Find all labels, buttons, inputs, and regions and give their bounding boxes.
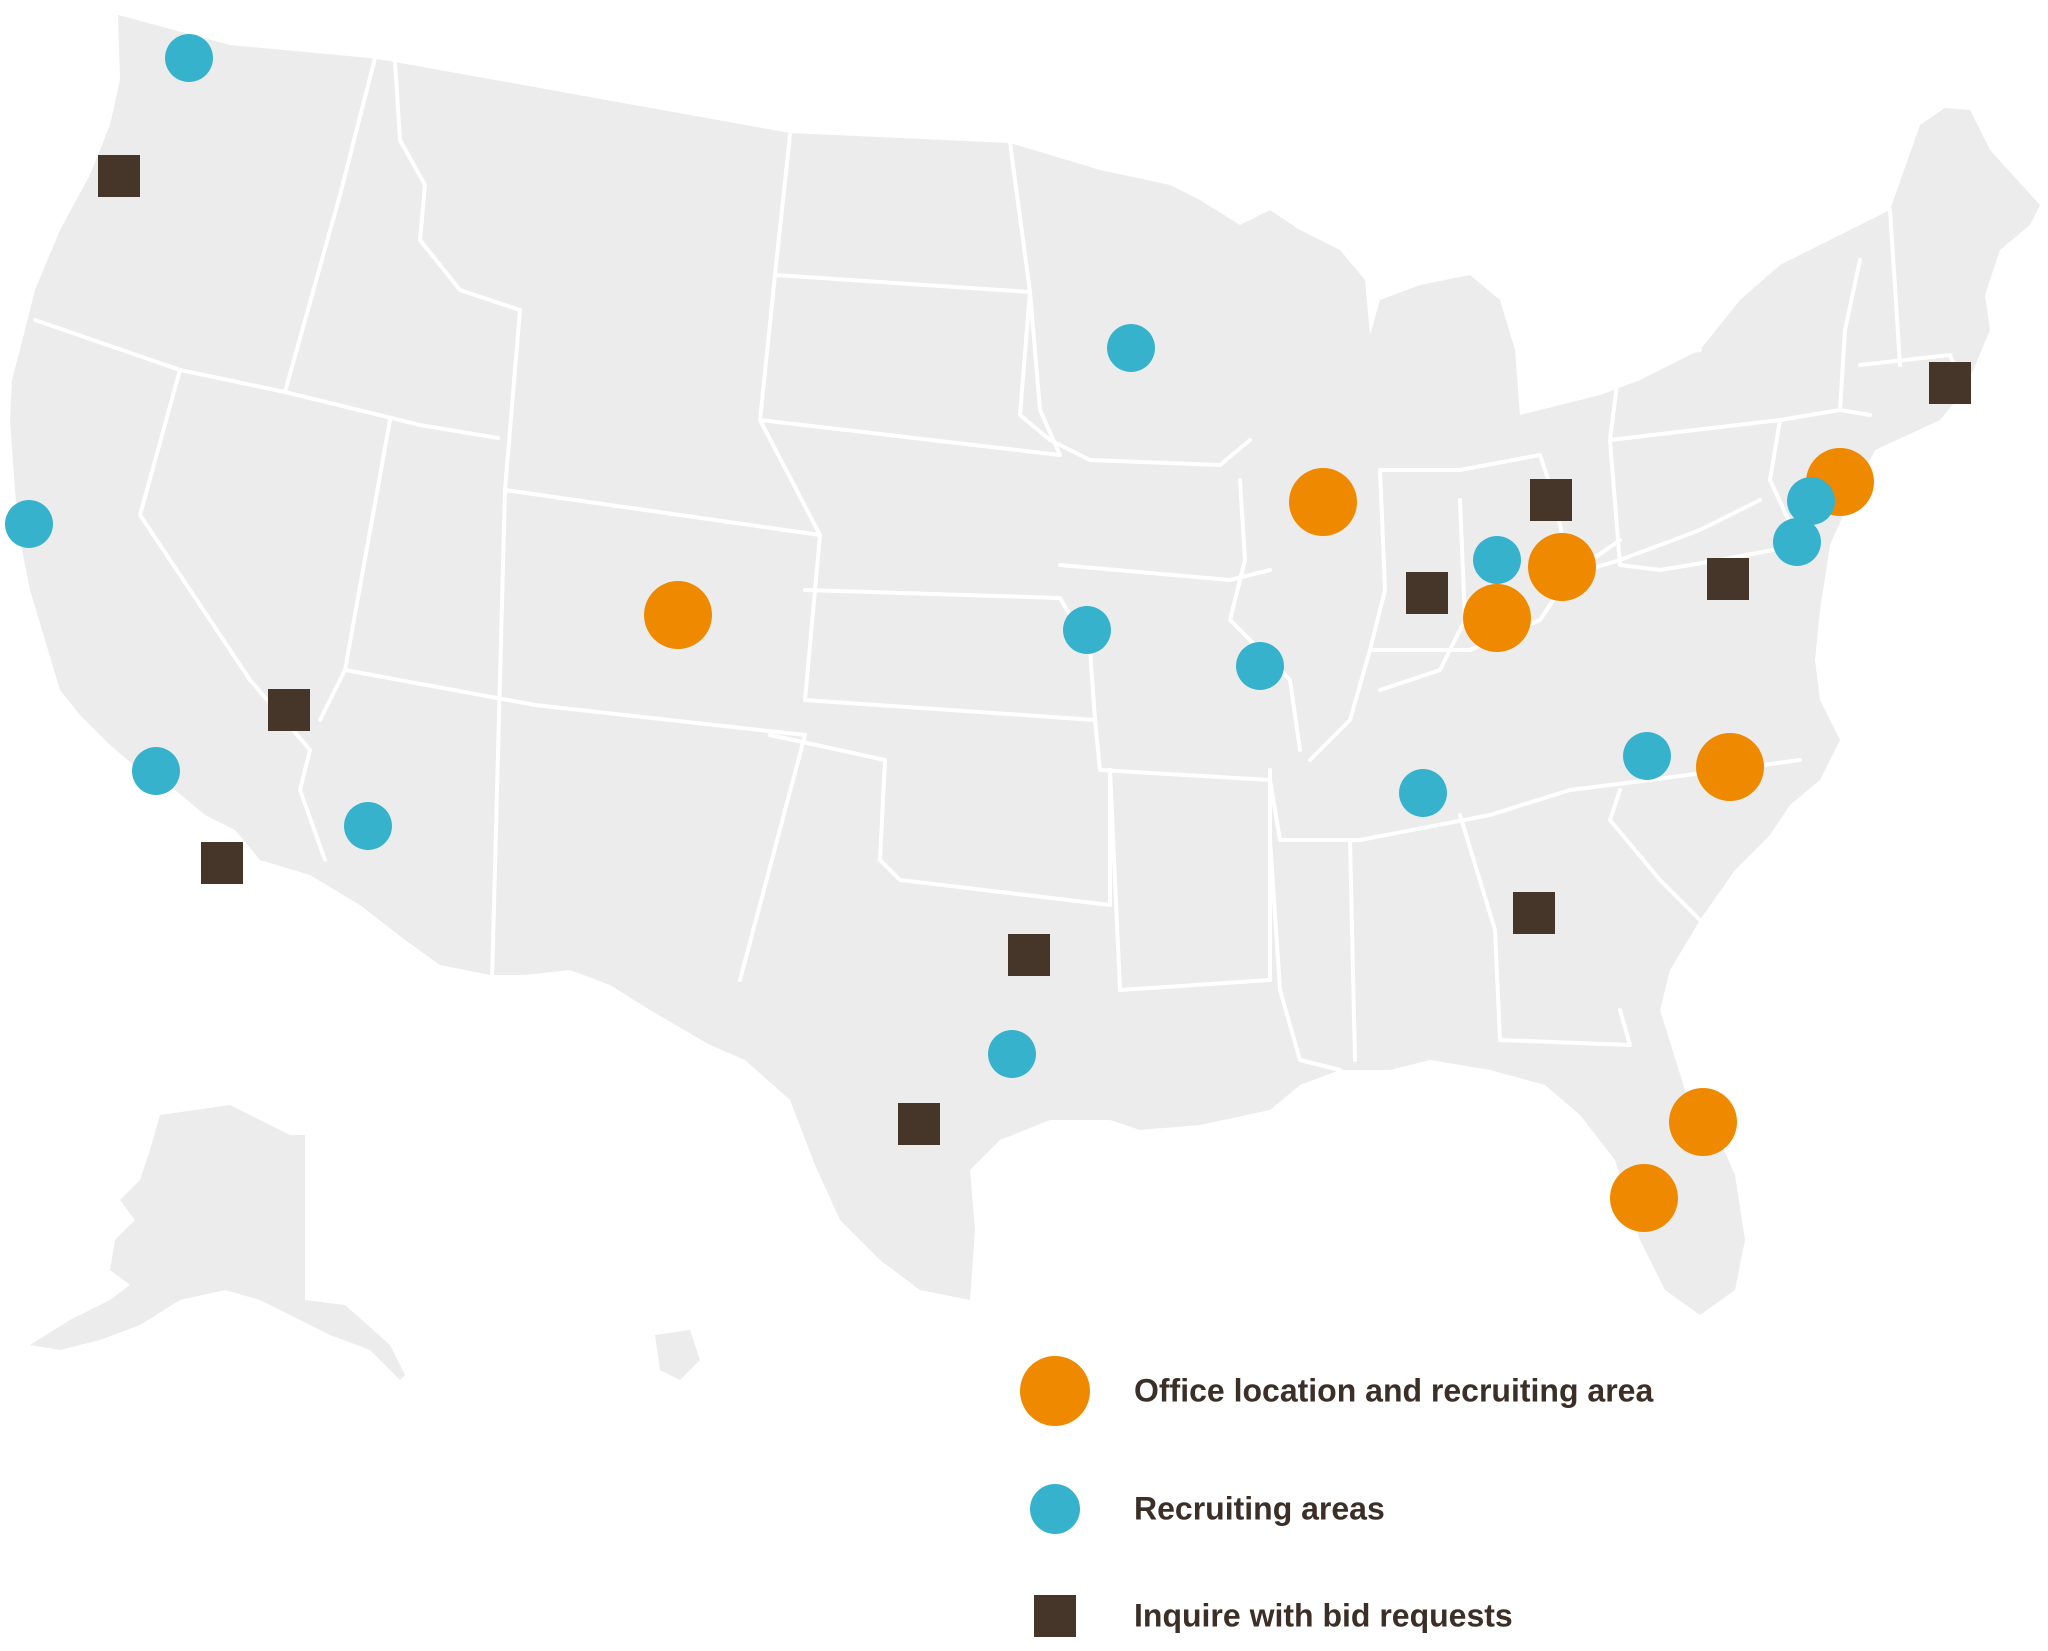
land-layer (10, 15, 2040, 1380)
office-marker[interactable] (1610, 1164, 1678, 1232)
legend-label-recruiting: Recruiting areas (1134, 1490, 1385, 1527)
recruiting-marker[interactable] (1399, 769, 1447, 817)
orange-circle-icon (1020, 1356, 1090, 1426)
office-marker[interactable] (1289, 468, 1357, 536)
alaska-land (30, 1105, 405, 1380)
recruiting-marker[interactable] (132, 747, 180, 795)
recruiting-marker[interactable] (1107, 324, 1155, 372)
legend-label-inquire: Inquire with bid requests (1134, 1597, 1513, 1634)
alaska-island (655, 1330, 700, 1380)
recruiting-marker[interactable] (165, 34, 213, 82)
recruiting-marker[interactable] (1773, 518, 1821, 566)
recruiting-marker[interactable] (344, 802, 392, 850)
inquire-marker[interactable] (1707, 558, 1749, 600)
legend-inquire-swatch (1034, 1595, 1076, 1637)
legend-item-recruiting: Recruiting areas (1020, 1474, 1780, 1544)
inquire-marker[interactable] (268, 689, 310, 731)
office-marker[interactable] (644, 581, 712, 649)
recruiting-marker[interactable] (1473, 536, 1521, 584)
legend-label-office: Office location and recruiting area (1134, 1372, 1654, 1409)
recruiting-marker[interactable] (5, 500, 53, 548)
recruiting-marker[interactable] (1063, 606, 1111, 654)
legend-item-office: Office location and recruiting area (1020, 1356, 1780, 1426)
office-marker[interactable] (1528, 533, 1596, 601)
teal-circle-icon (1030, 1484, 1080, 1534)
recruiting-marker[interactable] (1787, 477, 1835, 525)
inquire-marker[interactable] (1406, 572, 1448, 614)
legend-recruiting-swatch (1030, 1484, 1080, 1534)
office-marker[interactable] (1696, 733, 1764, 801)
office-marker[interactable] (1463, 584, 1531, 652)
markers-layer (5, 34, 1971, 1232)
office-marker[interactable] (1669, 1088, 1737, 1156)
inquire-marker[interactable] (98, 155, 140, 197)
brown-square-icon (1034, 1595, 1076, 1637)
legend-item-inquire: Inquire with bid requests (1020, 1581, 1780, 1651)
inquire-marker[interactable] (1530, 479, 1572, 521)
inquire-marker[interactable] (1513, 892, 1555, 934)
state-borders (33, 56, 1962, 1072)
legend-office-swatch (1020, 1356, 1090, 1426)
inquire-marker[interactable] (1008, 934, 1050, 976)
recruiting-marker[interactable] (988, 1030, 1036, 1078)
recruiting-marker[interactable] (1623, 732, 1671, 780)
recruiting-marker[interactable] (1236, 642, 1284, 690)
inquire-marker[interactable] (201, 842, 243, 884)
inquire-marker[interactable] (1929, 362, 1971, 404)
inquire-marker[interactable] (898, 1103, 940, 1145)
